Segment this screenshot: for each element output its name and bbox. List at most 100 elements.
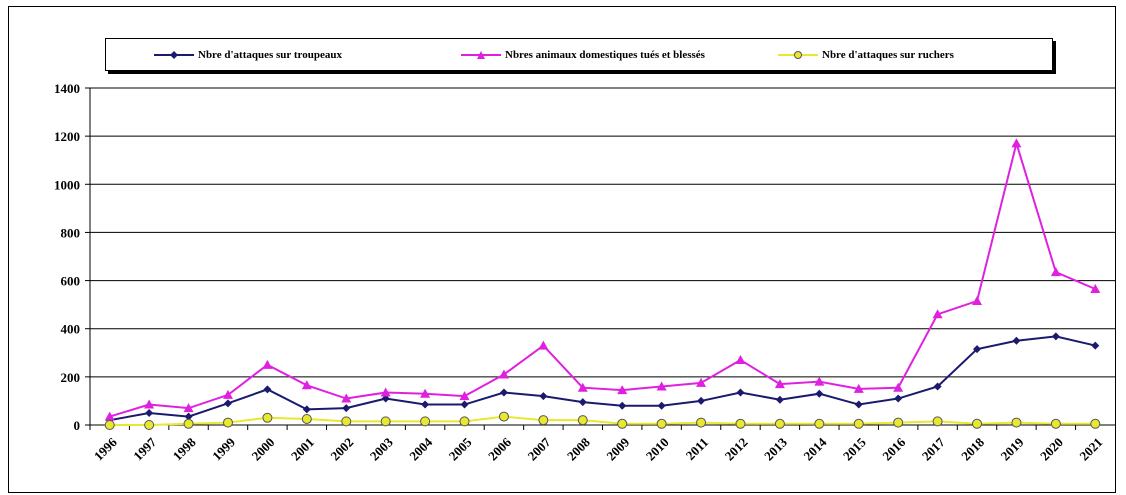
data-point xyxy=(854,400,863,409)
y-tick-label: 0 xyxy=(74,418,81,433)
data-point xyxy=(696,417,707,428)
data-point xyxy=(617,418,628,429)
legend-label-troupeaux: Nbre d'attaques sur troupeaux xyxy=(198,48,342,61)
data-point xyxy=(893,417,904,428)
x-tick-label: 1996 xyxy=(91,434,120,463)
data-point xyxy=(735,355,746,365)
x-tick-label: 2016 xyxy=(879,434,908,463)
legend: Nbre d'attaques sur troupeaux Nbres anim… xyxy=(105,38,1053,71)
data-point xyxy=(262,412,273,423)
data-point xyxy=(932,416,943,427)
x-tick-label: 2008 xyxy=(564,434,593,463)
y-tick-label: 1000 xyxy=(54,177,80,192)
x-tick-label: 1997 xyxy=(130,434,159,463)
x-tick-label: 2021 xyxy=(1076,435,1105,464)
data-point xyxy=(853,383,864,393)
data-point xyxy=(774,379,785,389)
legend-label-ruchers: Nbre d'attaques sur ruchers xyxy=(822,48,954,61)
x-tick-label: 2003 xyxy=(367,434,396,463)
data-point xyxy=(144,399,155,409)
data-point xyxy=(499,388,508,397)
data-point xyxy=(972,296,983,306)
x-tick-label: 2011 xyxy=(683,435,711,463)
data-point xyxy=(853,418,864,429)
data-point xyxy=(145,408,154,417)
data-point xyxy=(1011,138,1022,148)
data-point xyxy=(577,415,588,426)
y-tick-label: 600 xyxy=(61,274,81,289)
data-point xyxy=(1011,417,1022,428)
data-point xyxy=(380,416,391,427)
y-tick-label: 800 xyxy=(61,225,81,240)
series-line-2 xyxy=(109,415,1096,426)
x-tick-label: 1999 xyxy=(209,434,238,463)
series-1 xyxy=(104,138,1101,421)
data-point xyxy=(894,394,903,403)
data-point xyxy=(421,400,430,409)
x-tick-label: 2004 xyxy=(406,434,435,463)
x-tick-label: 2020 xyxy=(1037,435,1066,464)
y-tick-label: 200 xyxy=(61,370,81,385)
data-point xyxy=(539,392,548,401)
axes xyxy=(89,88,1115,426)
data-point xyxy=(1012,336,1021,345)
data-point xyxy=(1050,418,1061,429)
x-tick-label: 1998 xyxy=(170,434,199,463)
legend-item-ruchers: Nbre d'attaques sur ruchers xyxy=(778,39,954,70)
x-tick-label: 2000 xyxy=(249,435,278,464)
data-point xyxy=(183,418,194,429)
y-axis-ticks: 0 200 400 600 800 1000 1200 1400 xyxy=(54,81,90,433)
x-axis-ticks: 1996 1997 1998 1999 2000 2001 2002 2003 2004 2005… xyxy=(89,425,1105,464)
data-point xyxy=(538,340,549,350)
data-point xyxy=(104,411,115,421)
x-tick-label: 2001 xyxy=(288,435,317,464)
x-tick-label: 2015 xyxy=(840,434,869,463)
legend-swatch-ruchers xyxy=(778,50,818,59)
x-tick-label: 2010 xyxy=(643,435,672,464)
data-point xyxy=(341,416,352,427)
data-point xyxy=(972,418,983,429)
data-point xyxy=(775,395,784,404)
x-tick-label: 2002 xyxy=(327,435,356,464)
legend-label-animaux: Nbres animaux domestiques tués et blessé… xyxy=(505,48,705,61)
x-tick-label: 2017 xyxy=(919,434,948,463)
x-tick-label: 2009 xyxy=(603,434,632,463)
data-point xyxy=(538,415,549,426)
grid-lines xyxy=(90,87,1115,378)
x-tick-label: 2007 xyxy=(524,434,553,463)
data-point xyxy=(893,382,904,392)
data-point xyxy=(301,413,312,424)
data-point xyxy=(104,420,115,430)
x-tick-label: 2012 xyxy=(722,435,751,464)
data-point xyxy=(222,389,233,399)
data-point xyxy=(223,399,232,408)
data-point xyxy=(262,359,273,369)
x-tick-label: 2013 xyxy=(761,434,790,463)
legend-item-troupeaux: Nbre d'attaques sur troupeaux xyxy=(154,39,342,70)
data-point xyxy=(420,416,431,427)
series-line-1 xyxy=(109,139,1096,418)
data-point xyxy=(932,309,943,319)
data-point xyxy=(459,416,470,427)
data-point xyxy=(498,411,509,422)
data-point xyxy=(1051,332,1060,341)
series-line-0 xyxy=(109,335,1096,422)
x-tick-label: 2019 xyxy=(998,434,1027,463)
data-point xyxy=(814,376,825,386)
data-point xyxy=(1090,418,1101,429)
data-point xyxy=(183,403,194,413)
data-point xyxy=(617,385,628,395)
data-point xyxy=(1090,283,1101,293)
data-point xyxy=(696,377,707,387)
data-point xyxy=(460,400,469,409)
data-point xyxy=(618,401,627,410)
data-point xyxy=(1050,267,1061,277)
data-point xyxy=(301,380,312,390)
data-point xyxy=(263,385,272,394)
data-point xyxy=(735,418,746,429)
data-point xyxy=(973,345,982,354)
data-point xyxy=(184,412,193,421)
data-point xyxy=(459,391,470,401)
data-point xyxy=(144,420,155,430)
y-tick-label: 1400 xyxy=(54,81,80,96)
